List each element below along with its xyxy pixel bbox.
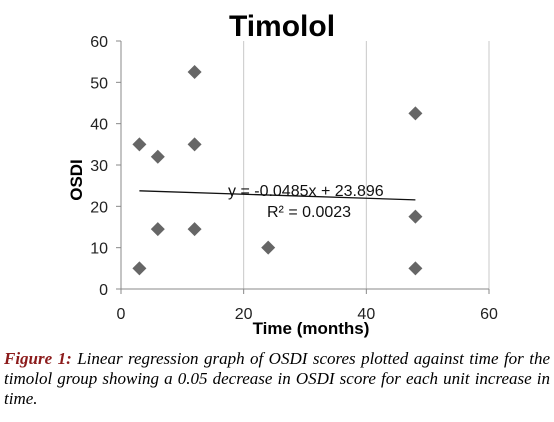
grid-lines <box>243 41 490 289</box>
x-tick-label: 0 <box>117 306 126 323</box>
x-tick-labels: 0 20 40 60 <box>117 306 498 323</box>
y-tick-label: 50 <box>90 75 108 92</box>
y-tick-label: 20 <box>90 199 108 216</box>
y-tick-label: 30 <box>90 158 108 175</box>
trendline-equation: y = -0.0485x + 23.896 <box>228 183 384 200</box>
data-point <box>150 149 165 164</box>
data-point <box>408 261 423 276</box>
x-axis-title: Time (months) <box>253 319 370 338</box>
y-tick-label: 0 <box>99 282 108 299</box>
data-point <box>187 222 202 237</box>
x-tick-label: 60 <box>480 306 498 323</box>
figure-caption: Figure 1: Linear regression graph of OSD… <box>4 349 550 409</box>
y-tick-labels: 0 10 20 30 40 50 60 <box>90 34 108 299</box>
data-point <box>132 137 147 152</box>
data-point <box>150 222 165 237</box>
r-squared-label: R² = 0.0023 <box>267 204 351 221</box>
chart-title: Timolol <box>229 10 335 43</box>
y-tick-label: 10 <box>90 241 108 258</box>
data-point <box>132 261 147 276</box>
data-points <box>132 65 423 276</box>
caption-text: Linear regression graph of OSDI scores p… <box>4 349 550 408</box>
y-tick-label: 40 <box>90 117 108 134</box>
data-point <box>261 240 276 255</box>
x-tick-label: 20 <box>235 306 253 323</box>
data-point <box>187 137 202 152</box>
trendline-group <box>139 190 416 201</box>
data-point <box>408 106 423 121</box>
data-point <box>408 209 423 224</box>
axes <box>116 40 490 294</box>
trendline <box>139 190 416 201</box>
scatter-chart: 0 20 40 60 0 10 20 30 40 50 60 Timolol Time (mont… <box>67 10 498 338</box>
y-tick-label: 60 <box>90 34 108 51</box>
data-point <box>187 65 202 79</box>
caption-label: Figure 1: <box>4 349 72 368</box>
x-tick-label: 40 <box>357 306 375 323</box>
y-axis-title: OSDI <box>67 159 86 201</box>
